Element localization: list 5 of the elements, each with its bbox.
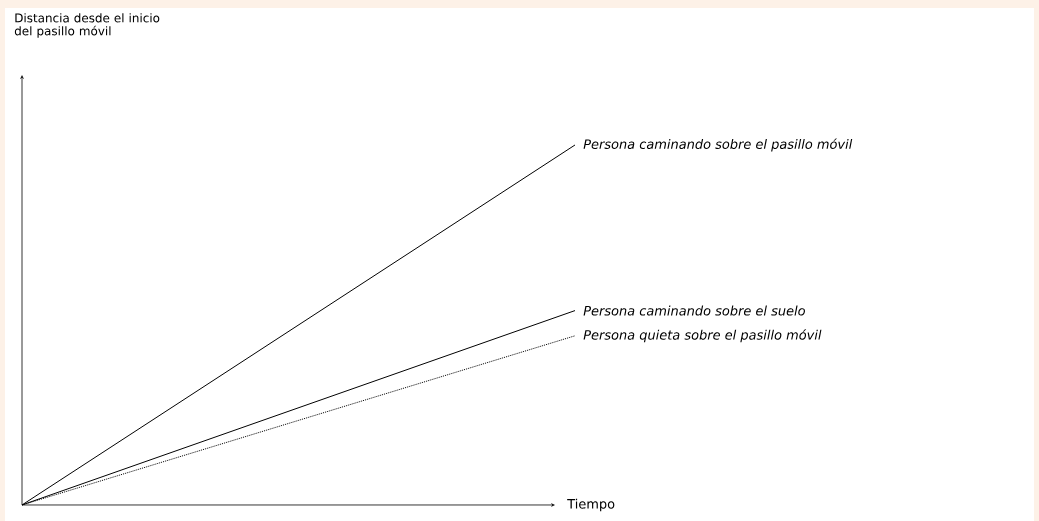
x-axis-title: Tiempo — [567, 498, 615, 512]
text: Distancia desde el inicio del pasillo móvil — [14, 13, 160, 38]
series-label: Persona caminando sobre el pasillo móvil — [583, 138, 853, 152]
series-label: Persona quieta sobre el pasillo móvil — [583, 329, 822, 343]
series-label: Persona caminando sobre el suelo — [583, 305, 805, 316]
